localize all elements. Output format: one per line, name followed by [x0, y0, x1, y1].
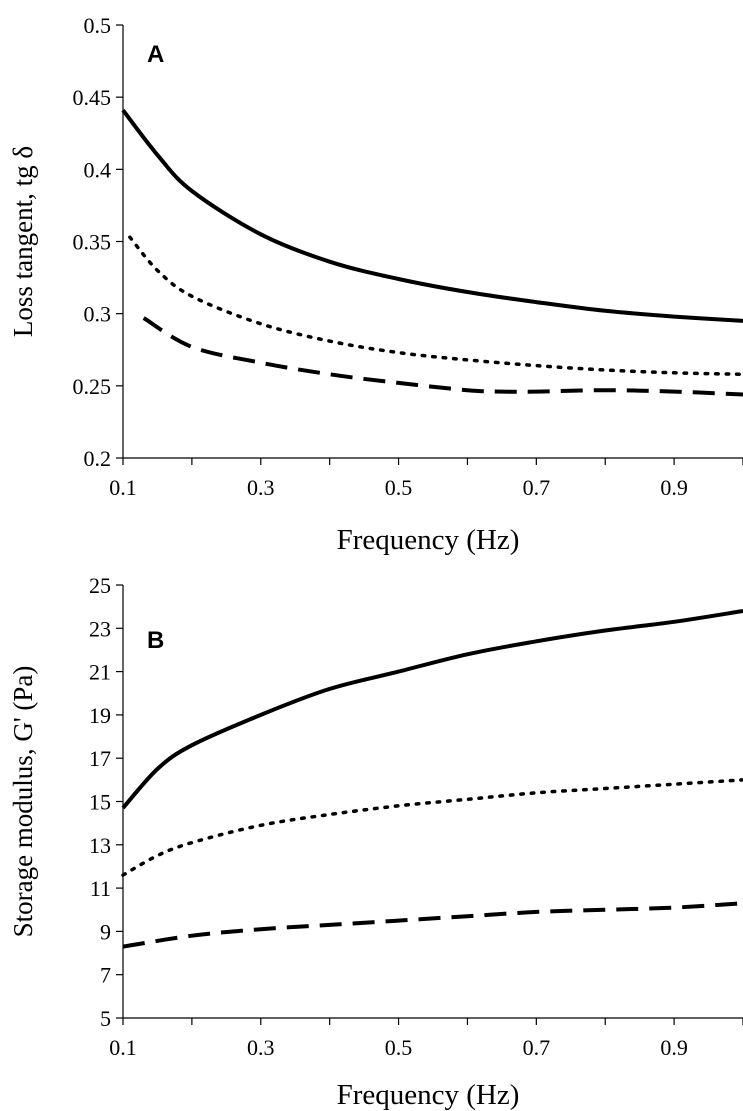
panel-label: B [147, 627, 164, 654]
y-tick-label: 7 [100, 963, 111, 988]
x-tick-label: 0.5 [385, 475, 413, 500]
y-tick-label: 11 [90, 876, 111, 901]
y-tick-label: 0.45 [73, 85, 112, 110]
y-axis-title: Loss tangent, tg δ [8, 146, 38, 337]
x-axis-title: Frequency (Hz) [337, 1079, 520, 1111]
series-line-dashed [142, 316, 743, 397]
y-tick-label: 0.3 [84, 302, 112, 327]
series-line-dashed [122, 901, 743, 949]
series-line-solid [121, 108, 743, 323]
y-tick-label: 23 [89, 616, 111, 641]
x-tick-label: 0.9 [660, 475, 688, 500]
y-tick-label: 13 [89, 833, 111, 858]
x-tick-label: 0.5 [385, 1035, 413, 1060]
y-tick-label: 5 [100, 1006, 111, 1031]
x-tick-label: 0.1 [109, 475, 137, 500]
y-tick-label: 0.2 [84, 446, 112, 471]
x-axis-title: Frequency (Hz) [337, 524, 520, 556]
x-tick-label: 0.7 [523, 475, 551, 500]
x-tick-label: 0.3 [247, 475, 275, 500]
chart-panel-a: 0.2 0.25 0.3 0.35 0.4 0.45 0.5 0.1 0.3 0.5 0.7 0.9 F… [8, 13, 743, 556]
panel-label: A [147, 41, 164, 68]
y-tick-label: 25 [89, 573, 111, 598]
y-tick-label: 0.35 [73, 230, 112, 255]
y-tick-label: 9 [100, 919, 111, 944]
y-tick-label: 0.25 [73, 374, 112, 399]
x-tick-label: 0.1 [109, 1035, 137, 1060]
y-tick-label: 17 [89, 746, 111, 771]
y-tick-label: 15 [89, 790, 111, 815]
y-axis-title: Storage modulus, G' (Pa) [8, 666, 38, 938]
y-tick-label: 0.4 [84, 157, 112, 182]
chart-panel-b: 5 7 9 11 13 15 17 19 21 23 25 0.1 0.3 0.5 0.7 0.9 Freque… [8, 573, 743, 1111]
y-tick-label: 21 [89, 660, 111, 685]
y-tick-label: 19 [89, 703, 111, 728]
series-line-solid [121, 609, 743, 810]
x-tick-label: 0.3 [247, 1035, 275, 1060]
x-tick-label: 0.9 [660, 1035, 688, 1060]
y-tick-label: 0.5 [84, 13, 112, 38]
series-line-dotted [121, 778, 743, 877]
x-tick-label: 0.7 [523, 1035, 551, 1060]
